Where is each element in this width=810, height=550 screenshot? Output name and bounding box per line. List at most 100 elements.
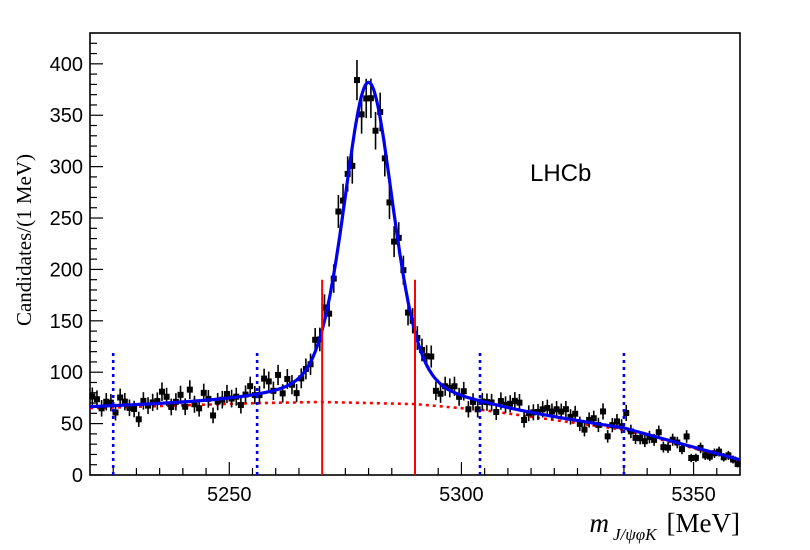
y-tick-label: 100 xyxy=(50,362,83,384)
data-point-marker xyxy=(586,416,593,423)
data-point-marker xyxy=(548,408,555,415)
data-point xyxy=(293,383,300,403)
data-point xyxy=(191,395,198,413)
data-point xyxy=(521,412,528,428)
data-point-marker xyxy=(716,448,723,455)
data-point-marker xyxy=(261,375,268,382)
data-point xyxy=(665,442,672,453)
data-point xyxy=(474,401,481,418)
y-tick-label: 400 xyxy=(50,54,83,76)
data-point-marker xyxy=(279,390,286,397)
data-point-marker xyxy=(493,408,500,415)
data-point xyxy=(372,111,379,150)
data-point-marker xyxy=(367,95,374,102)
data-point-marker xyxy=(507,400,514,407)
data-point-marker xyxy=(665,444,672,451)
data-point xyxy=(535,403,542,421)
data-point-marker xyxy=(497,398,504,405)
data-point xyxy=(678,443,685,455)
data-point xyxy=(600,403,607,420)
data-point-marker xyxy=(210,412,217,419)
data-point xyxy=(126,399,133,417)
data-point xyxy=(553,401,560,418)
data-point-marker xyxy=(200,389,207,396)
data-point-marker xyxy=(558,408,565,415)
data-point-marker xyxy=(154,398,161,405)
data-point xyxy=(335,195,342,228)
data-point xyxy=(623,405,630,421)
data-point-marker xyxy=(470,398,477,405)
data-point-marker xyxy=(177,391,184,398)
data-point xyxy=(562,400,569,418)
data-point-marker xyxy=(391,238,398,245)
data-point-marker xyxy=(275,371,282,378)
x-axis: 5250 5300 5350 xyxy=(112,462,718,506)
y-tick-label: 0 xyxy=(72,465,83,487)
data-point xyxy=(223,384,230,404)
data-point-marker xyxy=(451,383,458,390)
data-point xyxy=(437,384,444,403)
data-point xyxy=(470,393,477,411)
window-lines-group xyxy=(111,279,626,475)
data-point xyxy=(660,441,667,453)
data-point-marker xyxy=(363,95,370,102)
experiment-label: LHCb xyxy=(530,160,591,187)
data-point-marker xyxy=(521,417,528,424)
data-point-marker xyxy=(284,375,291,382)
data-point xyxy=(98,400,105,417)
data-point-marker xyxy=(516,399,523,406)
data-point-marker xyxy=(358,111,365,118)
data-point xyxy=(107,394,114,412)
data-point-marker xyxy=(293,390,300,397)
data-point-marker xyxy=(117,394,124,401)
data-point xyxy=(298,368,305,389)
data-point-marker xyxy=(237,402,244,409)
data-point-marker xyxy=(265,378,272,385)
y-tick-label: 350 xyxy=(50,105,83,127)
data-point-marker xyxy=(89,393,96,400)
data-point xyxy=(576,416,583,432)
x-tick-label: 5350 xyxy=(671,484,716,506)
data-point xyxy=(247,376,254,396)
data-point-marker xyxy=(135,416,142,423)
data-point xyxy=(158,382,165,401)
data-point-marker xyxy=(335,208,342,215)
data-point-marker xyxy=(567,413,574,420)
y-axis-title: Candidates/(1 MeV) xyxy=(12,154,36,326)
data-point xyxy=(646,430,653,444)
data-point xyxy=(511,392,518,410)
data-point-marker xyxy=(140,397,147,404)
y-tick-label: 250 xyxy=(50,208,83,230)
data-point xyxy=(702,450,709,460)
data-point-marker xyxy=(353,77,360,84)
data-point-marker xyxy=(93,396,100,403)
data-point xyxy=(265,371,272,392)
data-point xyxy=(117,388,124,407)
data-point xyxy=(391,226,398,258)
data-point-marker xyxy=(460,388,467,395)
data-point-marker xyxy=(655,429,662,436)
data-point-marker xyxy=(613,418,620,425)
data-point xyxy=(692,453,699,463)
data-point xyxy=(186,380,193,400)
data-point-marker xyxy=(182,403,189,410)
data-point-marker xyxy=(168,403,175,410)
data-point xyxy=(734,460,741,468)
x-tick-label: 5250 xyxy=(207,484,252,506)
data-point-marker xyxy=(386,199,393,206)
data-point xyxy=(446,378,453,398)
data-point-marker xyxy=(678,446,685,453)
data-point-marker xyxy=(688,454,695,461)
data-point xyxy=(432,381,439,401)
data-point xyxy=(493,403,500,421)
data-point-marker xyxy=(465,406,472,413)
data-point-marker xyxy=(572,410,579,417)
data-point xyxy=(196,400,203,417)
data-point-marker xyxy=(692,454,699,461)
data-point-marker xyxy=(706,453,713,460)
data-point xyxy=(688,453,695,463)
data-point-marker xyxy=(428,353,435,360)
data-point-marker xyxy=(590,415,597,422)
data-point xyxy=(261,368,268,389)
